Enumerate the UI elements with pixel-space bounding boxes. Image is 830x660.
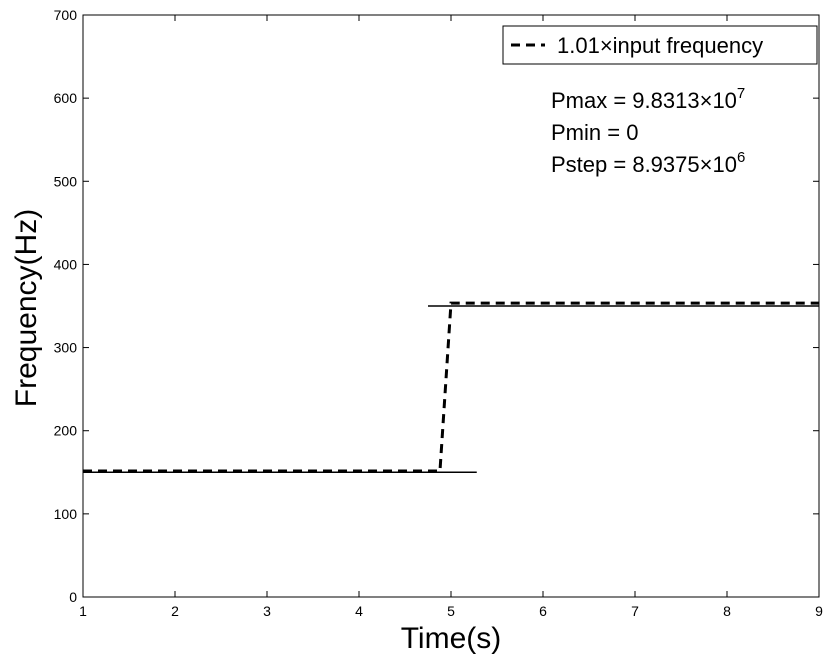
annotation-pstep: Pstep = 8.9375×106 [551,149,745,177]
legend-box [502,25,818,65]
x-tick-label: 6 [539,603,547,619]
x-tick-label: 7 [631,603,639,619]
y-tick-label: 100 [54,506,78,522]
annotation-pstep-text: Pstep = 8.9375×10 [551,152,737,177]
x-tick-label: 5 [447,603,455,619]
y-tick-label: 500 [54,173,78,189]
annotation-pmax-exponent: 7 [737,85,745,102]
y-axis-ticks: 0 100 200 300 400 500 600 700 [54,7,819,605]
annotation-pmin-text: Pmin = 0 [551,120,638,145]
legend: 1.01×input frequency [502,25,818,65]
y-tick-label: 200 [54,423,78,439]
annotations: Pmax = 9.8313×107 Pmin = 0 Pstep = 8.937… [551,85,745,177]
annotation-pstep-exponent: 6 [737,149,745,166]
x-tick-label: 1 [79,603,87,619]
y-tick-label: 700 [54,7,78,23]
y-tick-label: 300 [54,340,78,356]
annotation-pmin: Pmin = 0 [551,120,638,145]
y-axis-label: Frequency(Hz) [10,209,43,407]
annotation-pmax: Pmax = 9.8313×107 [551,85,745,113]
annotation-pmax-text: Pmax = 9.8313×10 [551,88,737,113]
x-axis-ticks: 1 2 3 4 5 6 7 8 9 [79,15,823,619]
x-axis-label: Time(s) [401,622,502,655]
legend-label: 1.01×input frequency [557,33,763,58]
x-tick-label: 4 [355,603,363,619]
x-tick-label: 8 [723,603,731,619]
x-tick-label: 2 [171,603,179,619]
dashed-series-line [83,301,819,473]
y-tick-label: 400 [54,256,78,272]
x-tick-label: 3 [263,603,271,619]
y-tick-label: 0 [69,589,77,605]
y-tick-label: 600 [54,90,78,106]
x-tick-label: 9 [815,603,823,619]
series-layer [83,301,819,474]
